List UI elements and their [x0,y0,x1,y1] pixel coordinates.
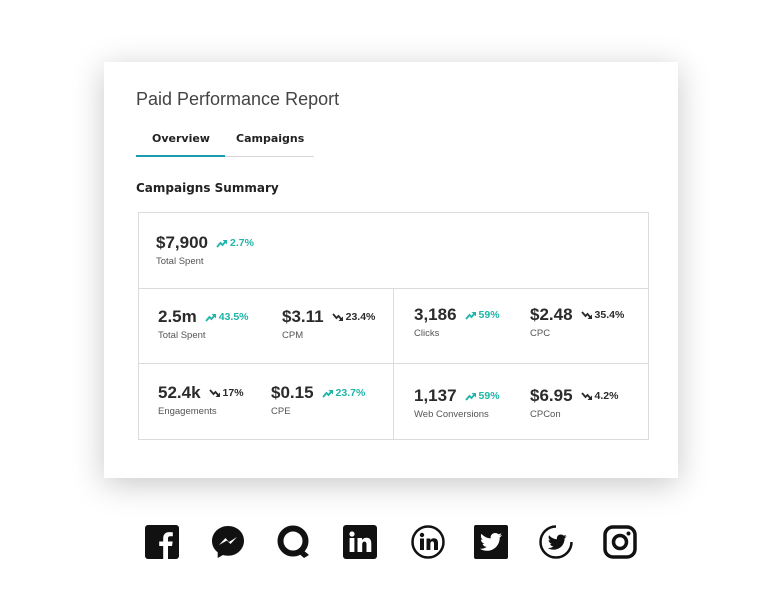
metric-label: Engagements [158,406,217,417]
report-title: Paid Performance Report [136,89,340,109]
metric-row: $3.11 23.4% [282,307,375,327]
metric-change: 59% [478,309,500,321]
quora-icon[interactable] [277,525,310,559]
metric-label: CPM [282,330,304,341]
metric: 52.4k 17% Engagements [158,383,244,417]
metric-label: Web Conversions [414,409,489,420]
trend-arrow [205,313,216,322]
metric-value: $2.48 [530,305,573,324]
trend-arrow [464,311,476,320]
metric-change: 43.5% [218,311,249,323]
metric-row: $7,900 2.7% [156,233,254,253]
tab-overview[interactable]: Overview [152,132,210,145]
metric-row: $0.15 23.7% [271,383,365,403]
linkedin-icon[interactable] [343,525,377,559]
metric-change: 59% [478,390,500,402]
metric: 2.5m 43.5% Total Spent [158,307,249,341]
metric-label: CPCon [530,409,561,420]
linkedin-circle-icon[interactable] [411,525,445,559]
metric-row: 1,137 59% [414,386,500,406]
tab-active-underline [136,155,225,157]
metric: $3.11 23.4% CPM [282,307,375,341]
metric-label: Total Spent [156,256,204,267]
metric-change: 2.7% [230,237,254,249]
metric-row: $6.95 4.2% [530,386,618,406]
twitter-icon[interactable] [474,525,508,559]
metric-change: 35.4% [594,309,625,321]
metric-value: $6.95 [530,386,573,405]
trend-arrow [216,239,227,248]
metric-change: 4.2% [594,390,619,402]
metric: $6.95 4.2% CPCon [530,386,618,420]
metric-value: 2.5m [158,307,197,326]
trend-arrow [580,310,592,319]
metric-value: 1,137 [414,386,457,405]
metric-value: 52.4k [158,383,201,402]
metric-change: 23.7% [335,387,366,399]
metric-label: CPC [530,328,551,339]
metric-row: 2.5m 43.5% [158,307,249,327]
instagram-icon[interactable] [603,525,637,559]
metric: 3,186 59% Clicks [414,305,500,339]
metric: $2.48 35.4% CPC [530,305,624,339]
metric-row: 52.4k 17% [158,383,244,403]
metric-change: 17% [222,387,244,399]
grid-column-divider [393,288,394,440]
metric-label: CPE [271,406,291,417]
messenger-icon[interactable] [212,526,244,558]
facebook-icon[interactable] [145,525,179,559]
metric: $7,900 2.7% Total Spent [156,233,254,267]
section-title: Campaigns Summary [136,181,279,195]
metric-row: 3,186 59% [414,305,500,325]
trend-arrow [331,312,343,321]
metric-value: $0.15 [271,383,314,402]
trend-arrow [208,388,220,397]
trend-arrow [321,389,333,398]
metric-change: 23.4% [345,311,376,323]
metric-label: Total Spent [158,330,206,341]
metric: 1,137 59% Web Conversions [414,386,500,420]
twitter-circle-icon[interactable] [539,525,573,559]
metric: $0.15 23.7% CPE [271,383,365,417]
tab-campaigns[interactable]: Campaigns [236,132,305,145]
trend-arrow [464,392,476,401]
tab-rule [136,156,314,157]
report-card [104,62,678,478]
metric-value: 3,186 [414,305,457,324]
metric-value: $7,900 [156,233,208,252]
metric-row: $2.48 35.4% [530,305,624,325]
metric-value: $3.11 [282,307,324,326]
trend-arrow [580,391,592,400]
metric-label: Clicks [414,328,440,339]
